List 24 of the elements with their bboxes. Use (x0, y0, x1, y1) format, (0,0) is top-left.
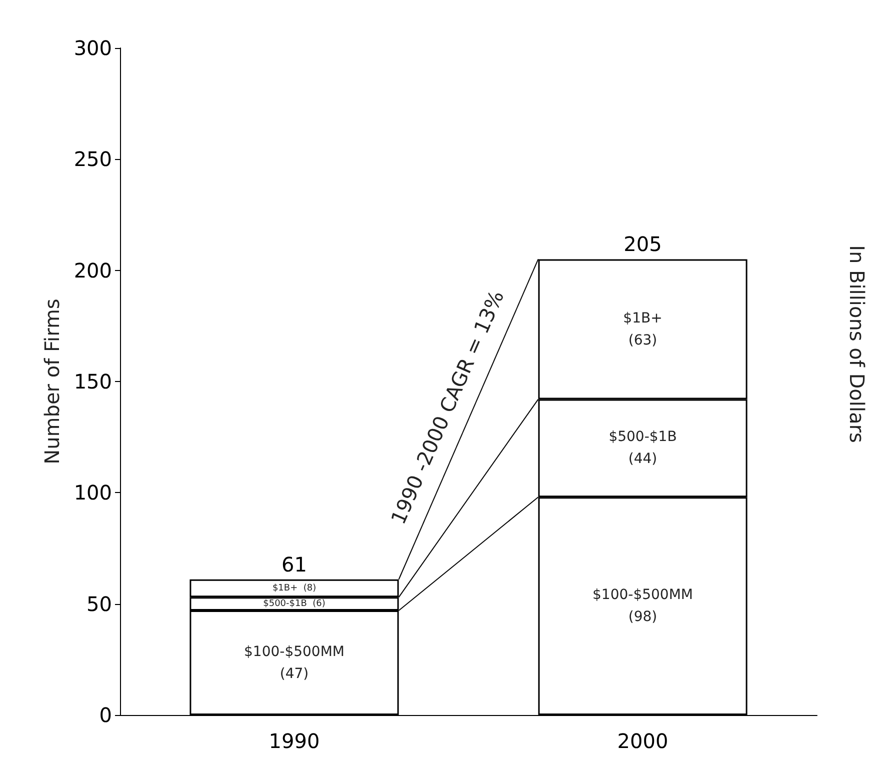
total-label: 61 (282, 552, 307, 576)
y-tick-label: 250 (74, 147, 112, 172)
y2-axis-title: In Billions of Dollars (845, 245, 869, 443)
annotation: 1990 -2000 CAGR = 13% (386, 286, 509, 528)
x-tick-label: 1990 (268, 729, 320, 753)
data-label: (63) (628, 332, 658, 348)
series-label: $500-$1B (608, 429, 677, 446)
y-tick-label: 100 (74, 480, 112, 505)
data-label: (44) (628, 451, 658, 468)
y-tick-label: 50 (86, 592, 112, 616)
text: $100-$500MM (592, 587, 693, 604)
y-tick-label: 200 (74, 258, 112, 282)
y-tick-label: 300 (74, 36, 112, 60)
y-tick-label: 150 (74, 370, 112, 394)
series-label: $100-$500MM (244, 644, 344, 660)
x-tick-label: 2000 (617, 729, 668, 753)
series-label: $1B+ (623, 310, 662, 326)
total-label: 205 (624, 232, 662, 256)
data-label: (98) (628, 609, 658, 626)
data-label: (47) (280, 666, 309, 682)
y-axis-title: Number of Firms (40, 298, 64, 464)
text: $500-$1B (6) (263, 598, 326, 609)
y-tick-label: 0 (99, 703, 112, 727)
text: $1B+ (8) (272, 583, 316, 594)
